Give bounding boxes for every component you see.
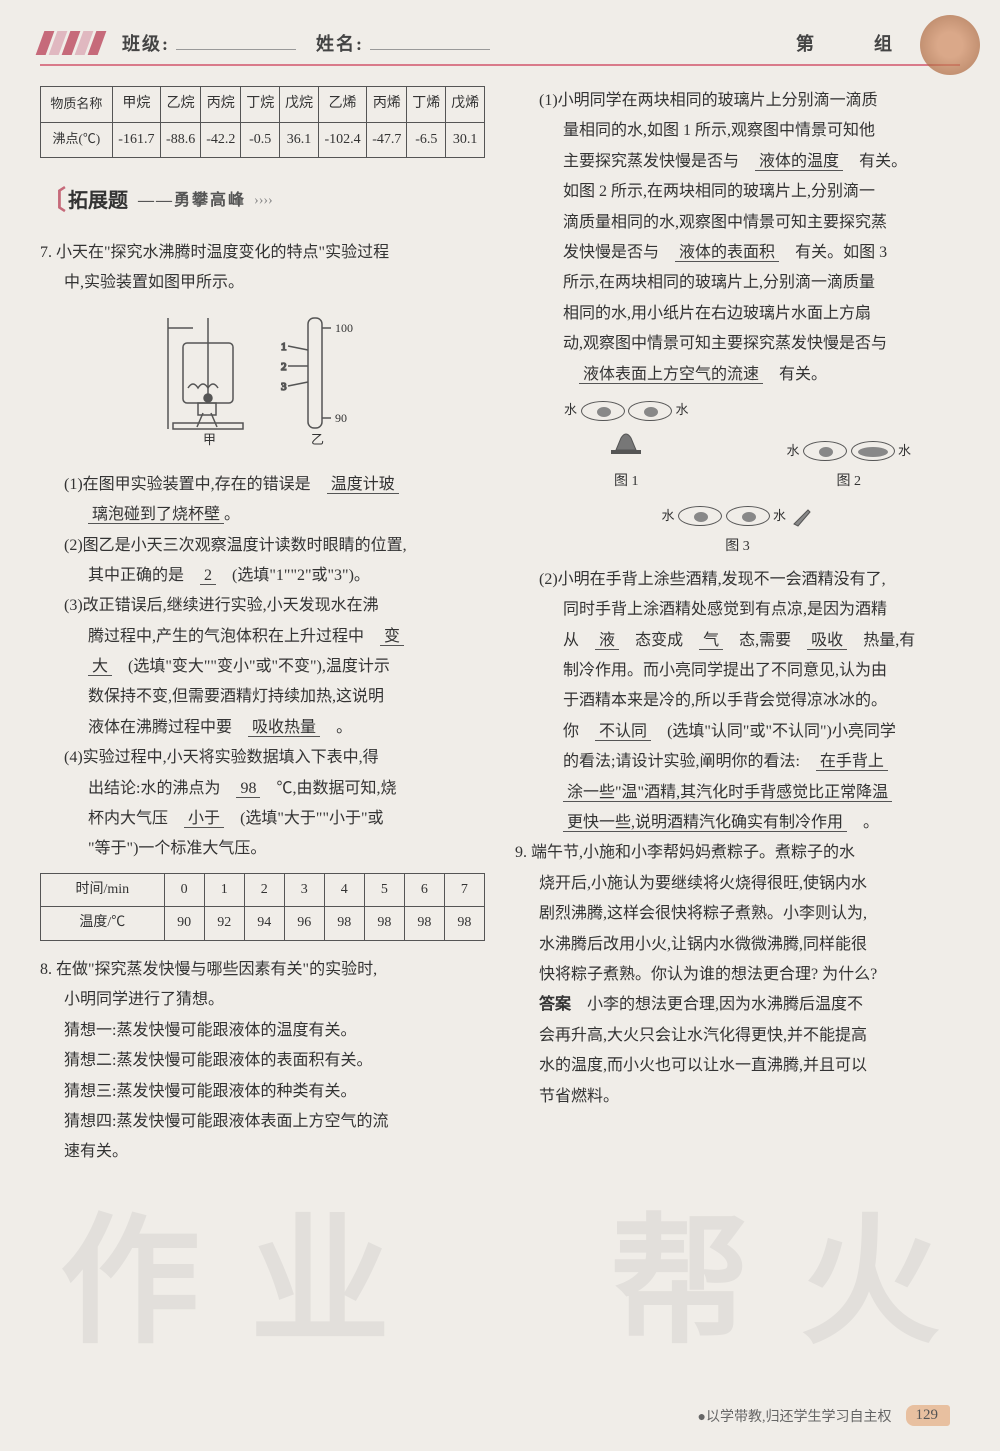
- q7-1: 璃泡碰到了烧杯壁。: [40, 500, 485, 530]
- q8-figures-row2: 水 水 图 3: [515, 504, 960, 561]
- time-temp-table: 时间/min 0 1 2 3 4 5 6 7 温度/℃ 90 92 94 96 …: [40, 873, 485, 941]
- q9-answer: 水的温度,而小火也可以让水一直沸腾,并且可以: [515, 1051, 960, 1081]
- section-heading: 〔 拓展题 ——勇攀高峰 ››››: [40, 176, 485, 225]
- watermark: 火: [800, 1169, 940, 1371]
- q9-answer: 会再升高,大火只会让水汽化得更快,并不能提高: [515, 1021, 960, 1051]
- q8-1: 动,观察图中情景可知主要探究蒸发快慢是否与: [515, 329, 960, 359]
- q8-2: (2)小明在手背上涂些酒精,发现不一会酒精没有了,: [515, 565, 960, 595]
- q7-stem: 中,实验装置如图甲所示。: [40, 268, 485, 298]
- table-row-head: 物质名称: [41, 87, 113, 123]
- burner-icon: [601, 425, 651, 455]
- q8-1: 发快慢是否与 液体的表面积 有关。如图 3: [515, 238, 960, 268]
- header-logo-icon: [920, 15, 980, 75]
- q9: 剧烈沸腾,这样会很快将粽子煮熟。小李则认为,: [515, 899, 960, 929]
- watermark: 帮: [610, 1169, 750, 1371]
- svg-text:1: 1: [281, 341, 287, 353]
- section-title: 拓展题: [68, 182, 128, 220]
- left-column: 物质名称 甲烷 乙烷 丙烷 丁烷 戊烷 乙烯 丙烯 丁烯 戊烯 沸点(℃) -1…: [40, 86, 485, 1168]
- q8-guess: 速有关。: [40, 1137, 485, 1167]
- q7-1: (1)在图甲实验装置中,存在的错误是 温度计玻: [40, 470, 485, 500]
- q7-4: 杯内大气压 小于 (选填"大于""小于"或: [40, 804, 485, 834]
- q9-answer: 节省燃料。: [515, 1082, 960, 1112]
- page-footer: ●以学带教,归还学生学习自主权 129: [698, 1405, 950, 1426]
- q8-1: 液体表面上方空气的流速 有关。: [515, 360, 960, 390]
- q8-stem: 小明同学进行了猜想。: [40, 985, 485, 1015]
- q7-3: 腾过程中,产生的气泡体积在上升过程中 变: [40, 622, 485, 652]
- q7-3: 液体在沸腾过程中要 吸收热量 。: [40, 713, 485, 743]
- fan-icon: [790, 504, 814, 528]
- fig-label-yi: 乙: [311, 432, 324, 447]
- q8-2: 你 不认同 (选填"认同"或"不认同")小亮同学: [515, 717, 960, 747]
- q8-stem: 8. 在做"探究蒸发快慢与哪些因素有关"的实验时,: [40, 955, 485, 985]
- q9: 快将粽子煮熟。你认为谁的想法更合理? 为什么?: [515, 960, 960, 990]
- arrow-icon: ››››: [254, 188, 273, 215]
- svg-text:3: 3: [281, 381, 287, 393]
- page-number: 129: [906, 1405, 951, 1426]
- q7-figure: 甲 100 90 1 2 3 乙: [40, 308, 485, 459]
- q8-1: 滴质量相同的水,观察图中情景可知主要探究蒸: [515, 208, 960, 238]
- q9: 9. 端午节,小施和小李帮妈妈煮粽子。煮粽子的水: [515, 838, 960, 868]
- q8-guess: 猜想四:蒸发快慢可能跟液体表面上方空气的流: [40, 1107, 485, 1137]
- page-header: 班级: 姓名: 第 组: [40, 30, 960, 66]
- q8-guess: 猜想一:蒸发快慢可能跟液体的温度有关。: [40, 1016, 485, 1046]
- q7-3: 数保持不变,但需要酒精灯持续加热,这说明: [40, 682, 485, 712]
- q7-3: 大 (选填"变大""变小"或"不变"),温度计示: [40, 652, 485, 682]
- watermark: 作: [60, 1169, 200, 1371]
- q7-2: (2)图乙是小天三次观察温度计读数时眼睛的位置,: [40, 531, 485, 561]
- thermo-top: 100: [335, 321, 353, 335]
- section-subtitle: ——勇攀高峰: [138, 186, 246, 216]
- name-label: 姓名:: [316, 30, 490, 56]
- footer-motto: ●以学带教,归还学生学习自主权: [698, 1406, 892, 1426]
- table-row-head: 沸点(℃): [41, 122, 113, 158]
- q8-guess: 猜想三:蒸发快慢可能跟液体的种类有关。: [40, 1077, 485, 1107]
- fig2: 水 水 图 2: [786, 439, 911, 496]
- q7-2: 其中正确的是 2 (选填"1""2"或"3")。: [40, 561, 485, 591]
- fig1: 水 水 图 1: [564, 398, 689, 496]
- q7-3: (3)改正错误后,继续进行实验,小天发现水在沸: [40, 591, 485, 621]
- watermark: 业: [250, 1169, 390, 1371]
- q7-4: 出结论:水的沸点为 98 ℃,由数据可知,烧: [40, 774, 485, 804]
- q8-2: 制冷作用。而小亮同学提出了不同意见,认为由: [515, 656, 960, 686]
- q9: 烧开后,小施认为要继续将火烧得很旺,使锅内水: [515, 869, 960, 899]
- q8-1: 量相同的水,如图 1 所示,观察图中情景可知他: [515, 116, 960, 146]
- q8-1: 所示,在两块相同的玻璃片上,分别滴一滴质量: [515, 268, 960, 298]
- class-label: 班级:: [122, 30, 296, 56]
- q7-stem: 7. 小天在"探究水沸腾时温度变化的特点"实验过程: [40, 238, 485, 268]
- q9: 水沸腾后改用小火,让锅内水微微沸腾,同样能很: [515, 930, 960, 960]
- q8-2: 从 液 态变成 气 态,需要 吸收 热量,有: [515, 626, 960, 656]
- q8-1: 如图 2 所示,在两块相同的玻璃片上,分别滴一: [515, 177, 960, 207]
- q8-2: 更快一些,说明酒精汽化确实有制冷作用 。: [515, 808, 960, 838]
- boiling-point-table: 物质名称 甲烷 乙烷 丙烷 丁烷 戊烷 乙烯 丙烯 丁烯 戊烯 沸点(℃) -1…: [40, 86, 485, 158]
- q8-2: 于酒精本来是冷的,所以手背会觉得凉冰冰的。: [515, 686, 960, 716]
- q8-1: 相同的水,用小纸片在右边玻璃片水面上方扇: [515, 299, 960, 329]
- q9-answer: 答案 小李的想法更合理,因为水沸腾后温度不: [515, 990, 960, 1020]
- bracket-icon: 〔: [40, 176, 66, 225]
- q8-2: 的看法;请设计实验,阐明你的看法: 在手背上: [515, 747, 960, 777]
- thermo-bot: 90: [335, 411, 347, 425]
- q8-2: 同时手背上涂酒精处感觉到有点凉,是因为酒精: [515, 595, 960, 625]
- fig3: 水 水 图 3: [661, 504, 813, 561]
- header-stripes: [40, 31, 102, 55]
- q8-1: 主要探究蒸发快慢是否与 液体的温度 有关。: [515, 147, 960, 177]
- q7-4: (4)实验过程中,小天将实验数据填入下表中,得: [40, 743, 485, 773]
- svg-text:2: 2: [281, 361, 287, 373]
- q8-2: 涂一些"温"酒精,其汽化时手背感觉比正常降温: [515, 778, 960, 808]
- right-column: (1)小明同学在两块相同的玻璃片上分别滴一滴质 量相同的水,如图 1 所示,观察…: [515, 86, 960, 1168]
- fig-label-jia: 甲: [203, 432, 216, 447]
- q8-1: (1)小明同学在两块相同的玻璃片上分别滴一滴质: [515, 86, 960, 116]
- q7-4: "等于")一个标准大气压。: [40, 834, 485, 864]
- q8-guess: 猜想二:蒸发快慢可能跟液体的表面积有关。: [40, 1046, 485, 1076]
- q8-figures-row1: 水 水 图 1 水 水 图 2: [515, 398, 960, 496]
